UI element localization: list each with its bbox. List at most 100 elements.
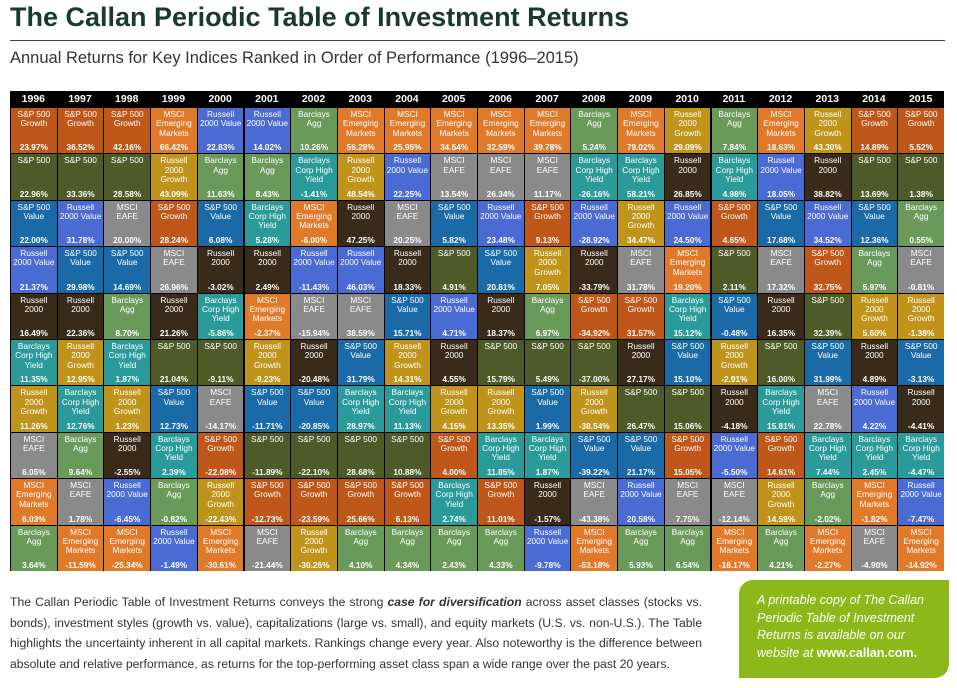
return-value: 22.96% xyxy=(19,188,48,199)
return-cell: S&P 500 Value 31.79% xyxy=(336,339,384,386)
return-value: 18.05% xyxy=(766,188,796,199)
year-header-2013: 2013 xyxy=(815,93,839,105)
return-cell: Russell 2000 Value -5.50% xyxy=(710,431,758,479)
return-cell: Barclays Agg 3.64% xyxy=(10,524,57,571)
return-cell: Russell 2000 Growth 14.31% xyxy=(383,339,431,386)
asset-class-label: Russell 2000 Growth xyxy=(207,480,235,509)
return-cell: S&P 500 Value 12.36% xyxy=(850,199,898,247)
return-value: 26.34% xyxy=(486,188,515,199)
return-cell: MSCI EAFE -43.38% xyxy=(570,478,618,525)
asset-class-label: MSCI Emerging Markets xyxy=(342,109,379,138)
asset-class-label: Barclays Corp High Yield xyxy=(762,387,800,416)
asset-class-label: Russell 2000 Growth xyxy=(487,387,515,416)
asset-class-label: S&P 500 Value xyxy=(251,387,284,407)
asset-class-label: S&P 500 xyxy=(64,155,97,166)
asset-class-label: Barclays Corp High Yield xyxy=(342,387,380,416)
asset-class-label: Russell 2000 xyxy=(580,248,608,268)
asset-class-label: Russell 2000 Value xyxy=(153,526,195,546)
return-value: -11.59% xyxy=(65,559,96,570)
return-value: 13.54% xyxy=(440,188,469,199)
asset-class-label: Russell 2000 Value xyxy=(13,248,55,268)
return-cell: S&P 500 13.69% xyxy=(850,153,898,200)
return-cell: Barclays Corp High Yield 7.44% xyxy=(803,431,851,479)
return-cell: MSCI Emerging Markets 39.78% xyxy=(523,107,571,154)
return-cell: MSCI Emerging Markets -53.18% xyxy=(570,524,618,571)
return-cell: S&P 500 Value 12.73% xyxy=(150,385,197,432)
return-value: 66.42% xyxy=(159,142,188,153)
return-cell: MSCI Emerging Markets -18.17% xyxy=(710,524,758,571)
year-header-2011: 2011 xyxy=(722,93,746,105)
asset-class-label: Barclays Agg xyxy=(765,526,797,546)
asset-class-label: Russell 2000 Growth xyxy=(440,387,468,416)
return-cell: Barclays Corp High Yield 2.39% xyxy=(150,431,197,479)
return-cell: Russell 2000 -2.55% xyxy=(103,431,151,479)
asset-class-label: S&P 500 xyxy=(17,155,51,166)
return-cell: Russell 2000 -1.57% xyxy=(523,478,571,525)
return-cell: MSCI EAFE 11.17% xyxy=(523,153,571,200)
return-cell: Russell 2000 Growth 43.09% xyxy=(150,153,197,200)
asset-class-label: Russell 2000 Value xyxy=(620,480,662,500)
asset-class-label: Russell 2000 xyxy=(767,294,795,314)
asset-class-label: Barclays Corp High Yield xyxy=(715,155,754,184)
return-value: 4.10% xyxy=(348,559,373,570)
asset-class-label: Russell 2000 xyxy=(347,201,375,222)
return-cell: Barclays Corp High Yield 12.76% xyxy=(56,385,104,432)
return-cell: Barclays Corp High Yield 2.74% xyxy=(430,478,477,525)
asset-class-label: S&P 500 xyxy=(811,294,845,305)
return-value: -9.78% xyxy=(534,559,561,570)
asset-class-label: S&P 500 Value xyxy=(577,433,611,454)
return-value: 16.49% xyxy=(19,327,48,338)
return-value: -23.59% xyxy=(298,513,330,524)
return-value: 4.22% xyxy=(862,420,887,431)
asset-class-label: Russell 2000 xyxy=(253,248,281,268)
return-value: -22.10% xyxy=(298,467,330,478)
return-value: 4.71% xyxy=(442,327,466,338)
callout-website-link[interactable]: www.callan.com xyxy=(816,645,914,660)
return-cell: Russell 2000 21.26% xyxy=(150,292,197,339)
year-header-2012: 2012 xyxy=(768,93,793,105)
return-value: -25.34% xyxy=(111,559,143,570)
asset-class-label: Russell 2000 Growth xyxy=(627,201,655,231)
return-cell: Russell 2000 Growth -1.38% xyxy=(897,292,944,339)
return-value: 34.47% xyxy=(626,235,655,246)
asset-class-label: S&P 500 xyxy=(484,341,518,351)
return-cell: S&P 500 33.36% xyxy=(56,153,104,200)
return-value: 38.82% xyxy=(813,188,842,199)
return-value: 22.00% xyxy=(19,235,48,246)
asset-class-label: Barclays Corp High Yield xyxy=(61,387,100,416)
description-text-end: across asset classes (stocks vs. bonds),… xyxy=(10,595,702,671)
return-value: 31.99% xyxy=(813,374,842,385)
return-value: -33.79% xyxy=(578,281,610,292)
return-cell: MSCI Emerging Markets -14.92% xyxy=(897,524,944,571)
asset-class-label: S&P 500 Value xyxy=(811,341,845,361)
return-cell: MSCI EAFE 31.78% xyxy=(617,246,664,293)
asset-class-label: S&P 500 Value xyxy=(671,341,704,361)
description-paragraph: The Callan Periodic Table of Investment … xyxy=(10,592,702,674)
return-value: 5.52% xyxy=(909,142,933,153)
return-cell: S&P 500 22.96% xyxy=(10,153,57,200)
return-cell: Russell 2000 Value -7.47% xyxy=(897,478,944,525)
return-value: -14.92% xyxy=(905,559,937,570)
asset-class-label: MSCI Emerging Markets xyxy=(809,526,846,556)
asset-class-label: MSCI Emerging Markets xyxy=(109,526,145,556)
asset-class-label: S&P 500 Value xyxy=(17,201,51,222)
return-value: -18.17% xyxy=(718,559,750,570)
asset-class-label: Barclays Agg xyxy=(531,294,564,314)
return-value: 26.85% xyxy=(673,188,702,199)
return-cell: MSCI Emerging Markets -30.61% xyxy=(196,524,244,571)
return-cell: S&P 500 Value 31.99% xyxy=(803,339,851,386)
return-cell: Barclays Corp High Yield 15.81% xyxy=(757,385,804,432)
asset-class-label: S&P 500 Value xyxy=(484,248,518,268)
asset-class-label: S&P 500 Growth xyxy=(671,433,704,454)
return-cell: Russell 2000 -33.79% xyxy=(570,246,618,293)
return-value: 25.95% xyxy=(393,142,422,153)
return-value: 25.66% xyxy=(346,513,375,524)
return-cell: Russell 2000 22.36% xyxy=(56,292,104,339)
return-value: 2.11% xyxy=(722,281,746,292)
return-cell: S&P 500 Value 15.10% xyxy=(663,339,711,386)
return-value: -7.47% xyxy=(907,513,935,524)
return-cell: S&P 500 Growth 4.65% xyxy=(710,199,758,247)
asset-class-label: S&P 500 Growth xyxy=(531,201,564,222)
return-cell: S&P 500 Value 6.08% xyxy=(196,199,244,247)
asset-class-label: Barclays Corp High Yield xyxy=(108,341,146,370)
